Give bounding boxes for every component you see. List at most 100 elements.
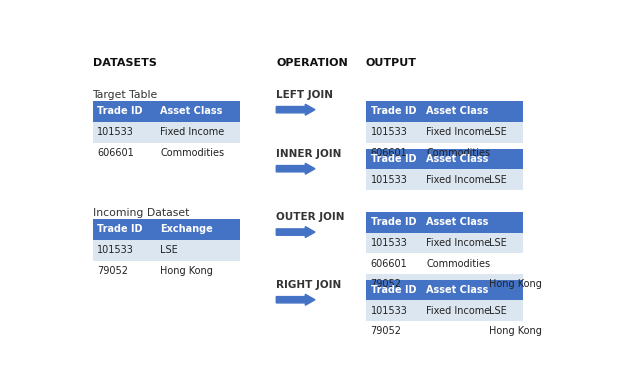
Bar xyxy=(421,300,484,321)
Text: OUTER JOIN: OUTER JOIN xyxy=(276,212,345,222)
Text: 101533: 101533 xyxy=(371,306,407,316)
Bar xyxy=(484,280,523,300)
Text: OPERATION: OPERATION xyxy=(276,58,348,68)
Text: Trade ID: Trade ID xyxy=(97,107,143,116)
Bar xyxy=(421,142,484,163)
Bar xyxy=(92,240,155,261)
Text: Hong Kong: Hong Kong xyxy=(160,266,213,276)
Text: OUTPUT: OUTPUT xyxy=(366,58,417,68)
Text: LSE: LSE xyxy=(489,306,507,316)
Bar xyxy=(484,321,523,342)
Text: 606601: 606601 xyxy=(371,148,407,158)
Text: DATASETS: DATASETS xyxy=(92,58,157,68)
FancyArrow shape xyxy=(276,294,315,305)
Bar xyxy=(366,169,421,190)
Text: 79052: 79052 xyxy=(371,279,402,289)
Text: Asset Class: Asset Class xyxy=(426,285,489,295)
Bar xyxy=(484,169,523,190)
Text: 606601: 606601 xyxy=(371,259,407,269)
Text: Asset Class: Asset Class xyxy=(426,154,489,164)
Text: 606601: 606601 xyxy=(97,148,134,158)
Text: LSE: LSE xyxy=(160,245,178,255)
Bar xyxy=(366,233,421,253)
Bar xyxy=(421,148,484,169)
Bar xyxy=(484,233,523,253)
Text: LSE: LSE xyxy=(489,175,507,185)
Text: Trade ID: Trade ID xyxy=(371,217,416,227)
Text: 101533: 101533 xyxy=(97,245,134,255)
Bar xyxy=(484,122,523,142)
Text: Asset Class: Asset Class xyxy=(426,107,489,116)
Text: Commodities: Commodities xyxy=(160,148,225,158)
Text: INNER JOIN: INNER JOIN xyxy=(276,148,342,159)
Text: Hong Kong: Hong Kong xyxy=(489,327,542,337)
Bar xyxy=(366,148,421,169)
Bar xyxy=(366,321,421,342)
Bar xyxy=(421,280,484,300)
Text: Trade ID: Trade ID xyxy=(97,224,143,234)
Bar xyxy=(92,101,155,122)
Text: Trade ID: Trade ID xyxy=(371,285,416,295)
Bar xyxy=(366,122,421,142)
Bar xyxy=(484,142,523,163)
Text: Fixed Income: Fixed Income xyxy=(426,238,490,248)
Text: 101533: 101533 xyxy=(97,127,134,137)
Bar xyxy=(366,212,421,233)
Bar xyxy=(366,101,421,122)
Bar xyxy=(92,142,155,163)
Bar xyxy=(92,261,155,281)
Bar xyxy=(366,280,421,300)
Bar xyxy=(155,219,240,240)
FancyArrow shape xyxy=(276,227,315,237)
Bar xyxy=(484,212,523,233)
FancyArrow shape xyxy=(276,163,315,174)
Text: 101533: 101533 xyxy=(371,238,407,248)
Text: Fixed Income: Fixed Income xyxy=(426,306,490,316)
Bar xyxy=(484,300,523,321)
FancyArrow shape xyxy=(276,104,315,115)
Text: 101533: 101533 xyxy=(371,127,407,137)
Bar xyxy=(421,212,484,233)
Bar xyxy=(366,253,421,274)
Text: Trade ID: Trade ID xyxy=(371,154,416,164)
Bar xyxy=(366,142,421,163)
Bar xyxy=(92,122,155,142)
Bar xyxy=(484,274,523,295)
Bar xyxy=(484,253,523,274)
Bar xyxy=(484,101,523,122)
Text: 101533: 101533 xyxy=(371,175,407,185)
Text: Exchange: Exchange xyxy=(160,224,213,234)
Bar xyxy=(421,321,484,342)
Bar xyxy=(155,240,240,261)
Text: Fixed Income: Fixed Income xyxy=(426,127,490,137)
Text: 79052: 79052 xyxy=(97,266,129,276)
Bar xyxy=(155,142,240,163)
Text: Commodities: Commodities xyxy=(426,259,490,269)
Text: Fixed Income: Fixed Income xyxy=(160,127,225,137)
Text: Asset Class: Asset Class xyxy=(160,107,223,116)
Bar xyxy=(421,233,484,253)
Text: LSE: LSE xyxy=(489,127,507,137)
Text: 79052: 79052 xyxy=(371,327,402,337)
Text: Hong Kong: Hong Kong xyxy=(489,279,542,289)
Bar xyxy=(421,253,484,274)
Bar xyxy=(92,219,155,240)
Text: LSE: LSE xyxy=(489,238,507,248)
Text: Fixed Income: Fixed Income xyxy=(426,175,490,185)
Bar xyxy=(155,122,240,142)
Text: Trade ID: Trade ID xyxy=(371,107,416,116)
Text: RIGHT JOIN: RIGHT JOIN xyxy=(276,280,341,289)
Bar xyxy=(421,122,484,142)
Bar xyxy=(155,261,240,281)
Bar xyxy=(421,101,484,122)
Bar xyxy=(421,169,484,190)
Text: Target Table: Target Table xyxy=(92,89,158,99)
Text: Incoming Dataset: Incoming Dataset xyxy=(92,208,189,218)
Bar xyxy=(484,148,523,169)
Bar xyxy=(366,274,421,295)
Text: Asset Class: Asset Class xyxy=(426,217,489,227)
Bar xyxy=(155,101,240,122)
Bar xyxy=(421,274,484,295)
Text: LEFT JOIN: LEFT JOIN xyxy=(276,89,333,99)
Text: Commodities: Commodities xyxy=(426,148,490,158)
